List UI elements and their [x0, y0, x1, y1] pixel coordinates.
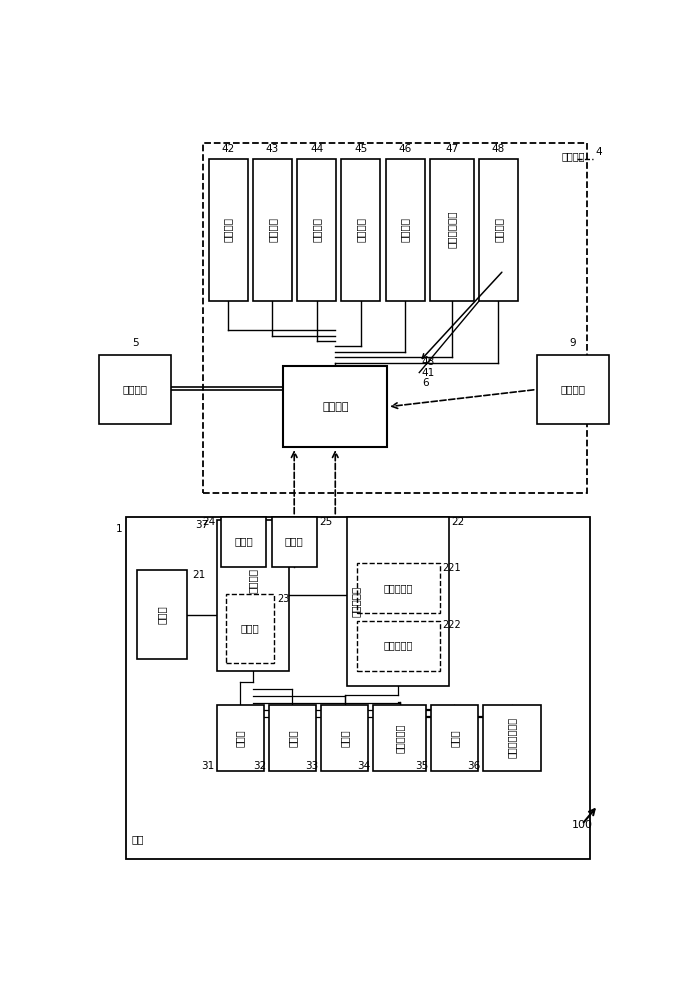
Text: 收容装置: 收容装置 [223, 217, 233, 242]
FancyBboxPatch shape [272, 517, 317, 567]
FancyBboxPatch shape [269, 705, 316, 771]
Text: 100: 100 [571, 820, 592, 830]
FancyBboxPatch shape [357, 563, 440, 613]
FancyBboxPatch shape [208, 158, 248, 301]
Text: 43: 43 [266, 144, 279, 154]
Text: 投入探测部: 投入探测部 [351, 586, 361, 617]
Text: 取得部: 取得部 [157, 605, 167, 624]
FancyBboxPatch shape [479, 158, 518, 301]
Text: 32: 32 [253, 761, 266, 771]
FancyBboxPatch shape [137, 570, 187, 659]
Text: 23: 23 [277, 594, 289, 604]
FancyBboxPatch shape [430, 158, 473, 301]
Text: 顾客信息取得部: 顾客信息取得部 [507, 717, 517, 758]
Text: 46: 46 [398, 144, 411, 154]
Text: 47: 47 [445, 144, 458, 154]
Text: 45: 45 [354, 144, 367, 154]
Text: 24: 24 [202, 517, 215, 527]
Text: 结账系统: 结账系统 [123, 384, 148, 394]
FancyBboxPatch shape [99, 355, 171, 424]
Text: 容器: 容器 [131, 834, 144, 844]
Text: 测量装置: 测量装置 [312, 217, 321, 242]
Text: 管理装置: 管理装置 [322, 402, 349, 412]
Text: 销售系统: 销售系统 [561, 151, 585, 161]
Text: 4: 4 [595, 147, 602, 157]
Text: 44: 44 [310, 144, 323, 154]
Text: 提供组件: 提供组件 [268, 217, 277, 242]
Text: 34: 34 [358, 761, 371, 771]
Text: 31: 31 [201, 761, 214, 771]
FancyBboxPatch shape [537, 355, 609, 424]
Text: 48: 48 [492, 144, 505, 154]
FancyBboxPatch shape [374, 705, 426, 771]
Text: 37: 37 [195, 520, 208, 530]
Text: 发送部: 发送部 [235, 729, 245, 747]
FancyBboxPatch shape [321, 705, 368, 771]
FancyBboxPatch shape [386, 158, 424, 301]
Text: 1: 1 [116, 524, 122, 534]
FancyBboxPatch shape [357, 620, 440, 671]
Text: 5: 5 [132, 338, 139, 348]
Text: 35: 35 [415, 761, 429, 771]
Text: 显示装置: 显示装置 [356, 217, 366, 242]
Text: 33: 33 [305, 761, 319, 771]
FancyBboxPatch shape [283, 366, 387, 447]
Text: 判定部: 判定部 [241, 623, 259, 633]
FancyBboxPatch shape [217, 520, 289, 671]
Text: 便携终端: 便携终端 [560, 384, 585, 394]
Text: 6: 6 [422, 378, 429, 388]
Text: 报知部: 报知部 [234, 537, 253, 547]
Text: 第１探测部: 第１探测部 [383, 583, 413, 593]
FancyBboxPatch shape [217, 705, 264, 771]
FancyBboxPatch shape [226, 594, 275, 663]
Text: 22: 22 [451, 517, 464, 527]
Text: 摄像装置: 摄像装置 [493, 217, 504, 242]
Text: 存储器: 存储器 [288, 729, 297, 747]
Text: 41: 41 [422, 368, 436, 378]
Text: 取消部: 取消部 [340, 729, 350, 747]
FancyBboxPatch shape [297, 158, 336, 301]
Text: 221: 221 [442, 563, 461, 573]
Text: 监控制部: 监控制部 [248, 568, 257, 593]
Text: 9: 9 [569, 338, 576, 348]
Text: 通知部: 通知部 [285, 537, 303, 547]
Text: 音频输出装置: 音频输出装置 [447, 211, 457, 248]
Text: 显示部: 显示部 [449, 729, 460, 747]
FancyBboxPatch shape [483, 705, 541, 771]
Text: 25: 25 [319, 517, 333, 527]
FancyBboxPatch shape [341, 158, 380, 301]
Text: 48: 48 [422, 357, 436, 367]
Text: 36: 36 [467, 761, 480, 771]
FancyBboxPatch shape [253, 158, 292, 301]
FancyBboxPatch shape [347, 517, 449, 686]
Text: 21: 21 [193, 570, 206, 580]
Text: 第２探测部: 第２探测部 [383, 641, 413, 651]
FancyBboxPatch shape [221, 517, 266, 567]
Text: 输入装置: 输入装置 [400, 217, 410, 242]
Text: 222: 222 [442, 620, 461, 631]
Text: 42: 42 [222, 144, 235, 154]
FancyBboxPatch shape [431, 705, 478, 771]
Text: 数据接收部: 数据接收部 [394, 723, 405, 753]
